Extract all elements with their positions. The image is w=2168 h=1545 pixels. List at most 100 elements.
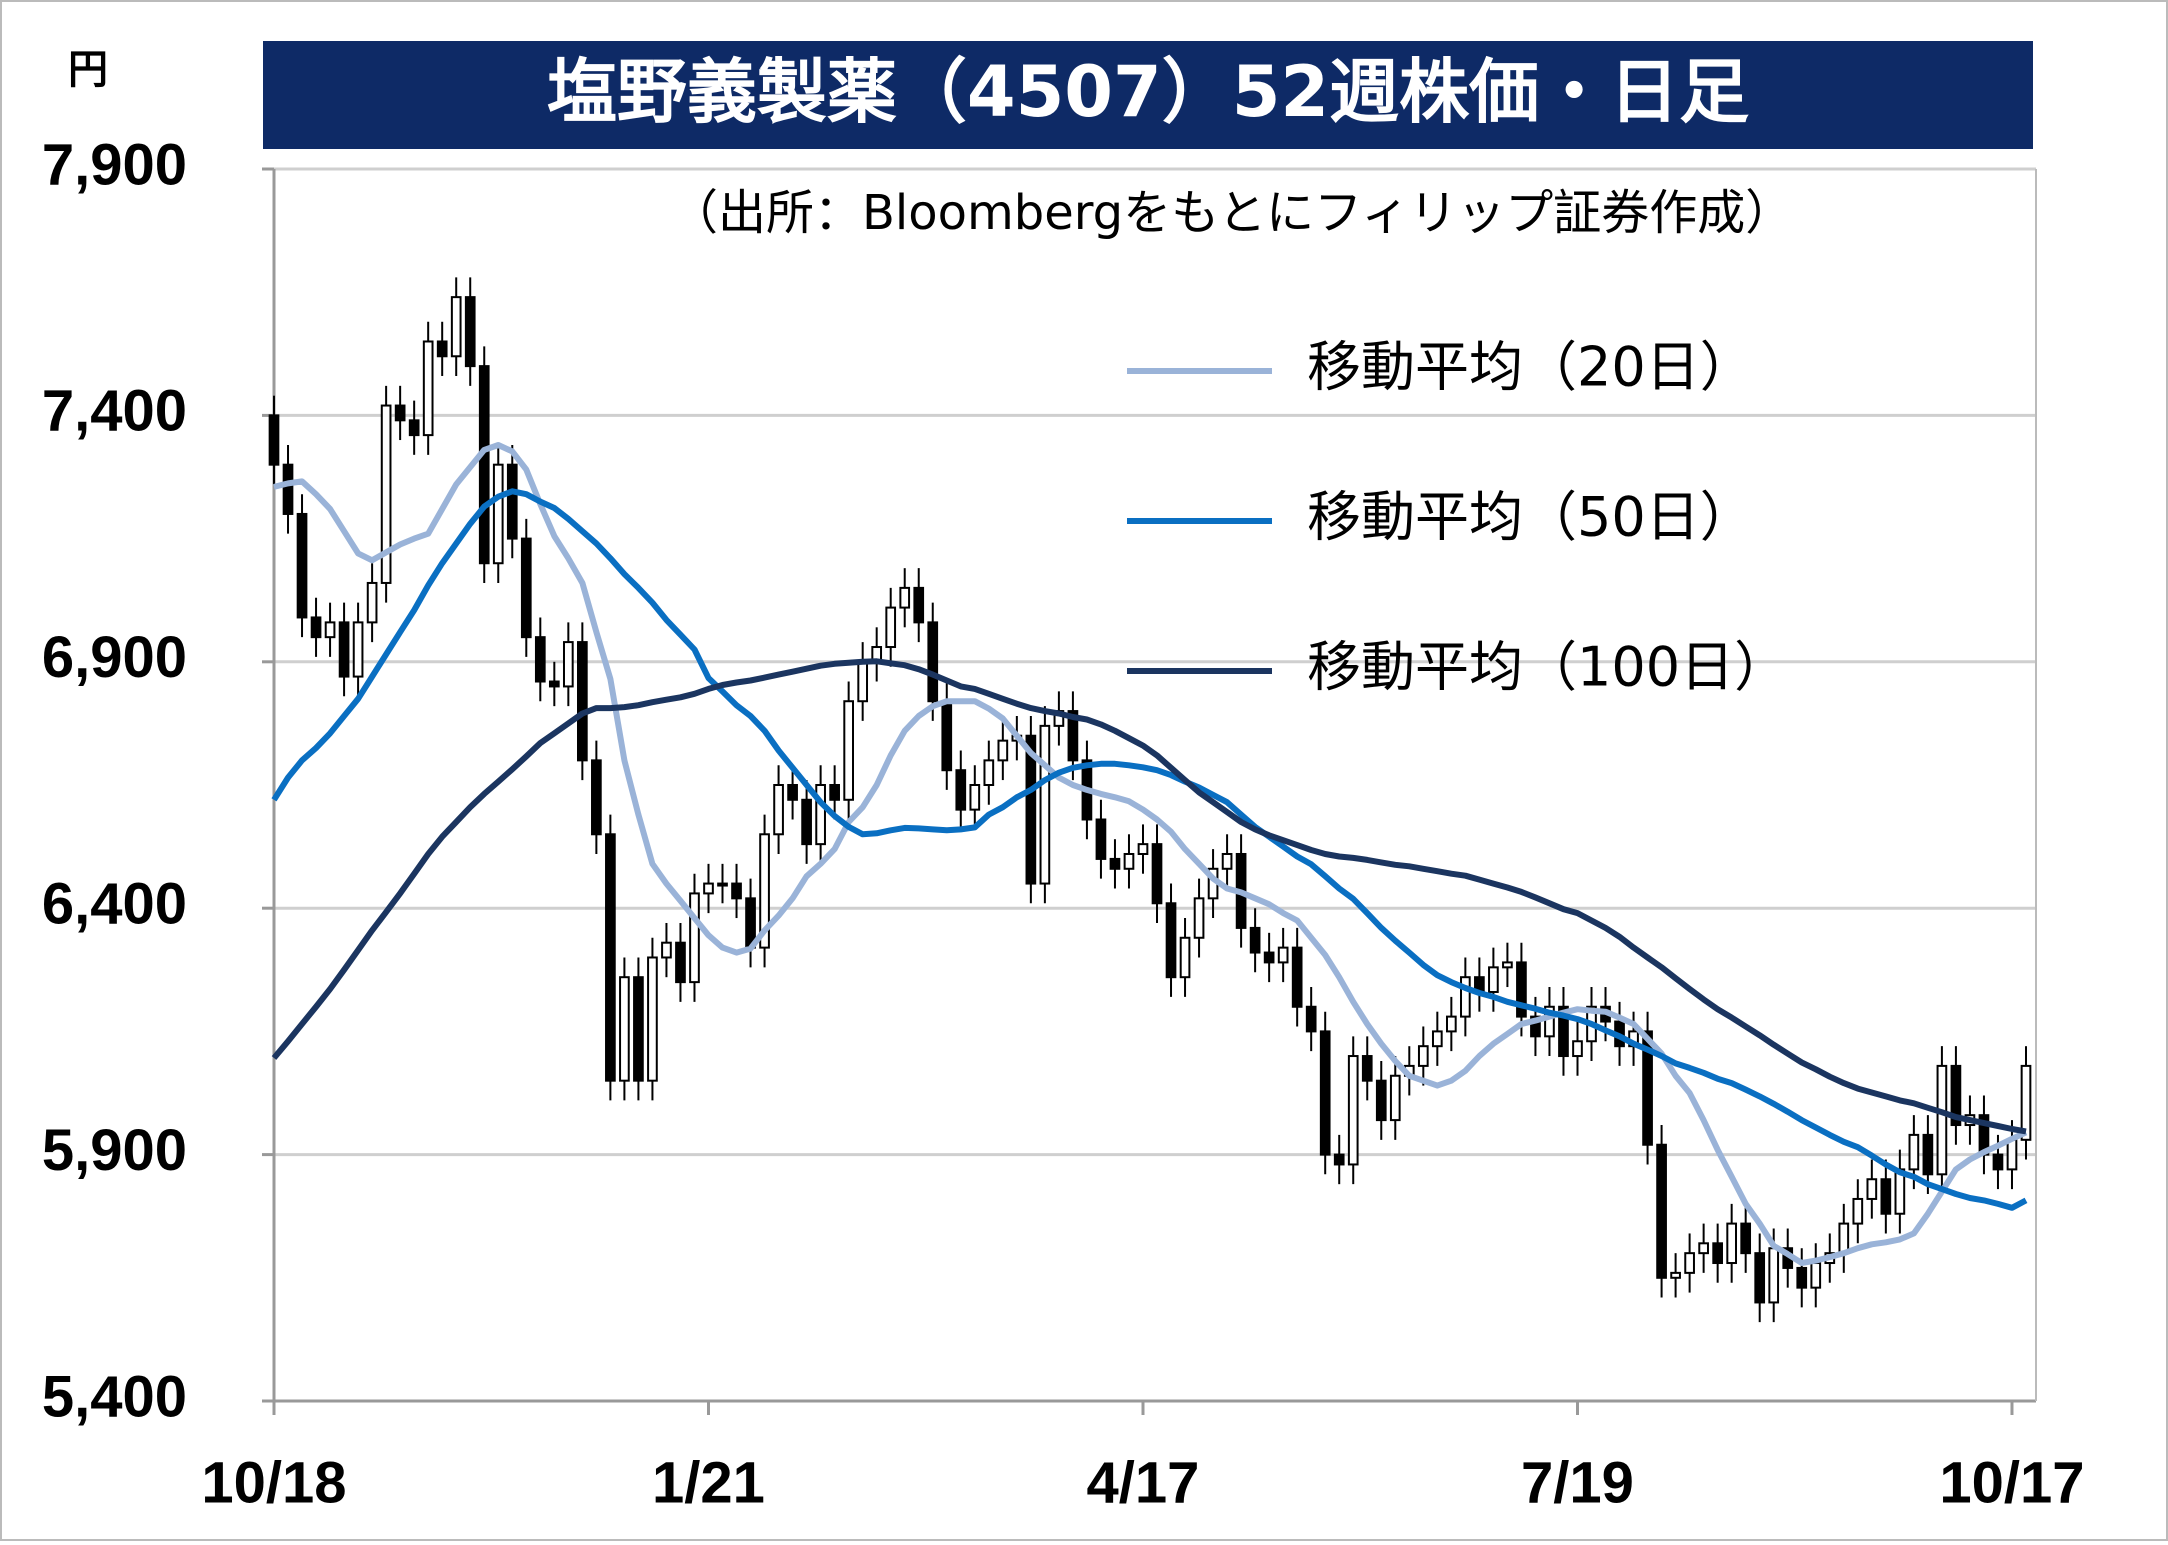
candle-body bbox=[1936, 1064, 1948, 1176]
candle-body bbox=[1263, 951, 1275, 964]
candle-body bbox=[647, 956, 658, 1082]
candle-body bbox=[1544, 1005, 1555, 1038]
y-tick-label: 7,900 bbox=[42, 132, 187, 197]
candle-body bbox=[338, 621, 350, 678]
candle-body bbox=[408, 419, 420, 437]
candle-body bbox=[1347, 1055, 1359, 1166]
candle-body bbox=[1866, 1178, 1878, 1200]
candle-body bbox=[268, 414, 280, 466]
x-tick-label: 1/21 bbox=[652, 1450, 765, 1515]
candle-body bbox=[927, 621, 939, 703]
candle-body bbox=[1375, 1079, 1387, 1122]
candle-body bbox=[591, 759, 602, 836]
candle-body bbox=[759, 833, 770, 949]
candle-body bbox=[1361, 1055, 1373, 1082]
candle-body bbox=[562, 641, 574, 688]
candle-body bbox=[1067, 710, 1079, 762]
candle-body bbox=[366, 581, 378, 624]
candle-body bbox=[1768, 1247, 1780, 1304]
candle-body bbox=[1095, 818, 1107, 860]
candle-body bbox=[1417, 1045, 1429, 1067]
x-tick-label: 4/17 bbox=[1087, 1450, 1200, 1515]
candle-body bbox=[2020, 1064, 2032, 1141]
candle-body bbox=[1684, 1252, 1695, 1274]
candle-body bbox=[1039, 724, 1051, 885]
candle-body bbox=[1712, 1242, 1723, 1265]
candle-body bbox=[1277, 946, 1289, 964]
candle-body bbox=[324, 621, 336, 639]
candle-body bbox=[1516, 961, 1527, 1018]
candle-body bbox=[1431, 1030, 1443, 1048]
moving-average-line bbox=[271, 658, 2027, 1135]
candle-body bbox=[548, 680, 560, 688]
x-tick-label: 10/17 bbox=[1939, 1450, 2084, 1515]
candle-body bbox=[1221, 852, 1233, 870]
y-unit: 円 bbox=[68, 47, 108, 93]
title-banner bbox=[263, 41, 2033, 149]
candle-body bbox=[436, 340, 448, 358]
x-tick-label: 7/19 bbox=[1521, 1450, 1634, 1515]
y-tick-label: 6,400 bbox=[42, 872, 187, 937]
candle-body bbox=[520, 537, 532, 639]
candle-body bbox=[955, 769, 967, 811]
candle-body bbox=[633, 976, 644, 1082]
candle-body bbox=[1502, 961, 1513, 969]
candle-body bbox=[703, 882, 714, 895]
candle-body bbox=[1922, 1133, 1934, 1176]
moving-average-line bbox=[273, 442, 2028, 1266]
candle-body bbox=[801, 798, 812, 846]
candle-body bbox=[717, 882, 728, 887]
candle-body bbox=[534, 636, 546, 683]
candle-body bbox=[913, 586, 925, 624]
moving-average-line bbox=[271, 488, 2028, 1211]
candle-body bbox=[1193, 897, 1205, 939]
chart-title: 塩野義製薬（4507）52週株価・日足 bbox=[547, 51, 1749, 133]
candle-body bbox=[1291, 946, 1303, 1008]
candle-body bbox=[1810, 1262, 1822, 1289]
candle-body bbox=[1992, 1153, 2004, 1171]
candle-body bbox=[815, 784, 826, 846]
candle-body bbox=[296, 512, 308, 619]
candle-body bbox=[983, 759, 995, 786]
candle-body bbox=[689, 892, 700, 984]
candle-body bbox=[1319, 1030, 1331, 1156]
legend-label: 移動平均（20日） bbox=[1307, 336, 1754, 399]
candle-body bbox=[899, 586, 911, 609]
candle-body bbox=[1109, 857, 1121, 870]
candle-body bbox=[1137, 843, 1149, 855]
candle-body bbox=[787, 784, 798, 801]
candle-body bbox=[941, 700, 953, 772]
candle-body bbox=[1389, 1074, 1401, 1122]
candle-body bbox=[478, 365, 490, 565]
candle-body bbox=[1908, 1133, 1920, 1171]
candle-body bbox=[605, 833, 616, 1082]
legend-label: 移動平均（50日） bbox=[1307, 486, 1754, 549]
candle-body bbox=[380, 404, 392, 584]
candle-body bbox=[885, 606, 897, 649]
candle-body bbox=[661, 941, 672, 959]
candle-body bbox=[450, 296, 462, 358]
candle-body bbox=[577, 641, 588, 762]
candle-body bbox=[310, 616, 322, 639]
candle-body bbox=[2006, 1138, 2018, 1171]
candle-body bbox=[1852, 1197, 1864, 1225]
candle-body bbox=[1558, 1005, 1569, 1058]
candle-body bbox=[1460, 976, 1471, 1018]
x-tick-label: 10/18 bbox=[201, 1450, 346, 1515]
candle-body bbox=[1740, 1222, 1752, 1255]
candle-body bbox=[1698, 1242, 1709, 1255]
candle-body bbox=[394, 404, 406, 422]
candle-body bbox=[1333, 1153, 1345, 1166]
candle-body bbox=[773, 784, 784, 836]
candle-body bbox=[1726, 1222, 1738, 1265]
candle-body bbox=[1151, 843, 1163, 905]
candle-body bbox=[1249, 926, 1261, 954]
candle-body bbox=[1796, 1266, 1808, 1289]
candle-body bbox=[352, 621, 364, 678]
candle-body bbox=[857, 660, 869, 703]
grid: 5,400 5,900 6,400 6,900 7,400 7,900 10/18 1/21 4… bbox=[42, 132, 2085, 1515]
candle-body bbox=[1445, 1015, 1457, 1033]
candle-body bbox=[1656, 1143, 1667, 1279]
